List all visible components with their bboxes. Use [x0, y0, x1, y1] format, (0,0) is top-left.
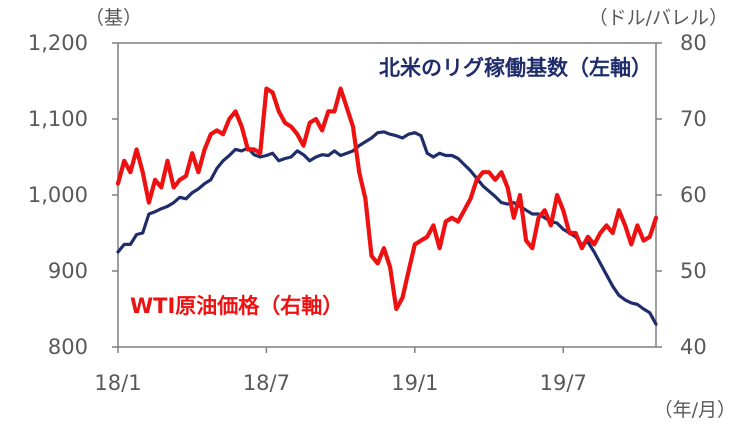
wti-price-line — [115, 86, 659, 312]
x-axis-unit-label: （年/月） — [654, 399, 736, 421]
series-lines — [115, 86, 659, 326]
right-axis-tick-label: 40 — [680, 335, 707, 359]
left-axis-tick-label: 1,100 — [28, 107, 88, 131]
left-axis-tick-label: 800 — [48, 335, 88, 359]
x-axis-tick-label: 19/7 — [540, 371, 587, 395]
right-axis-tick-label: 60 — [680, 183, 707, 207]
wti-series-label: WTI原油価格（右軸） — [130, 294, 343, 318]
right-axis-tick-label: 70 — [680, 107, 707, 131]
rig-count-line — [116, 130, 658, 326]
right-axis-tick-label: 80 — [680, 31, 707, 55]
left-axis-tick-label: 1,000 — [28, 183, 88, 207]
left-axis-tick-label: 900 — [48, 259, 88, 283]
x-axis-tick-label: 18/1 — [94, 371, 141, 395]
x-axis-tick-label: 19/1 — [391, 371, 438, 395]
left-axis-tick-label: 1,200 — [28, 31, 88, 55]
axis-ticks: 800 900 1,000 1,100 1,200 40 50 60 70 80 18/1 18/7 1… — [28, 31, 707, 395]
rig-series-label: 北米のリグ稼働基数（左軸） — [379, 56, 652, 80]
right-axis-tick-label: 50 — [680, 259, 707, 283]
x-axis-tick-label: 18/7 — [243, 371, 290, 395]
right-axis-unit-label: （ドル/バレル） — [589, 7, 728, 29]
left-axis-unit-label: （基） — [85, 7, 142, 29]
